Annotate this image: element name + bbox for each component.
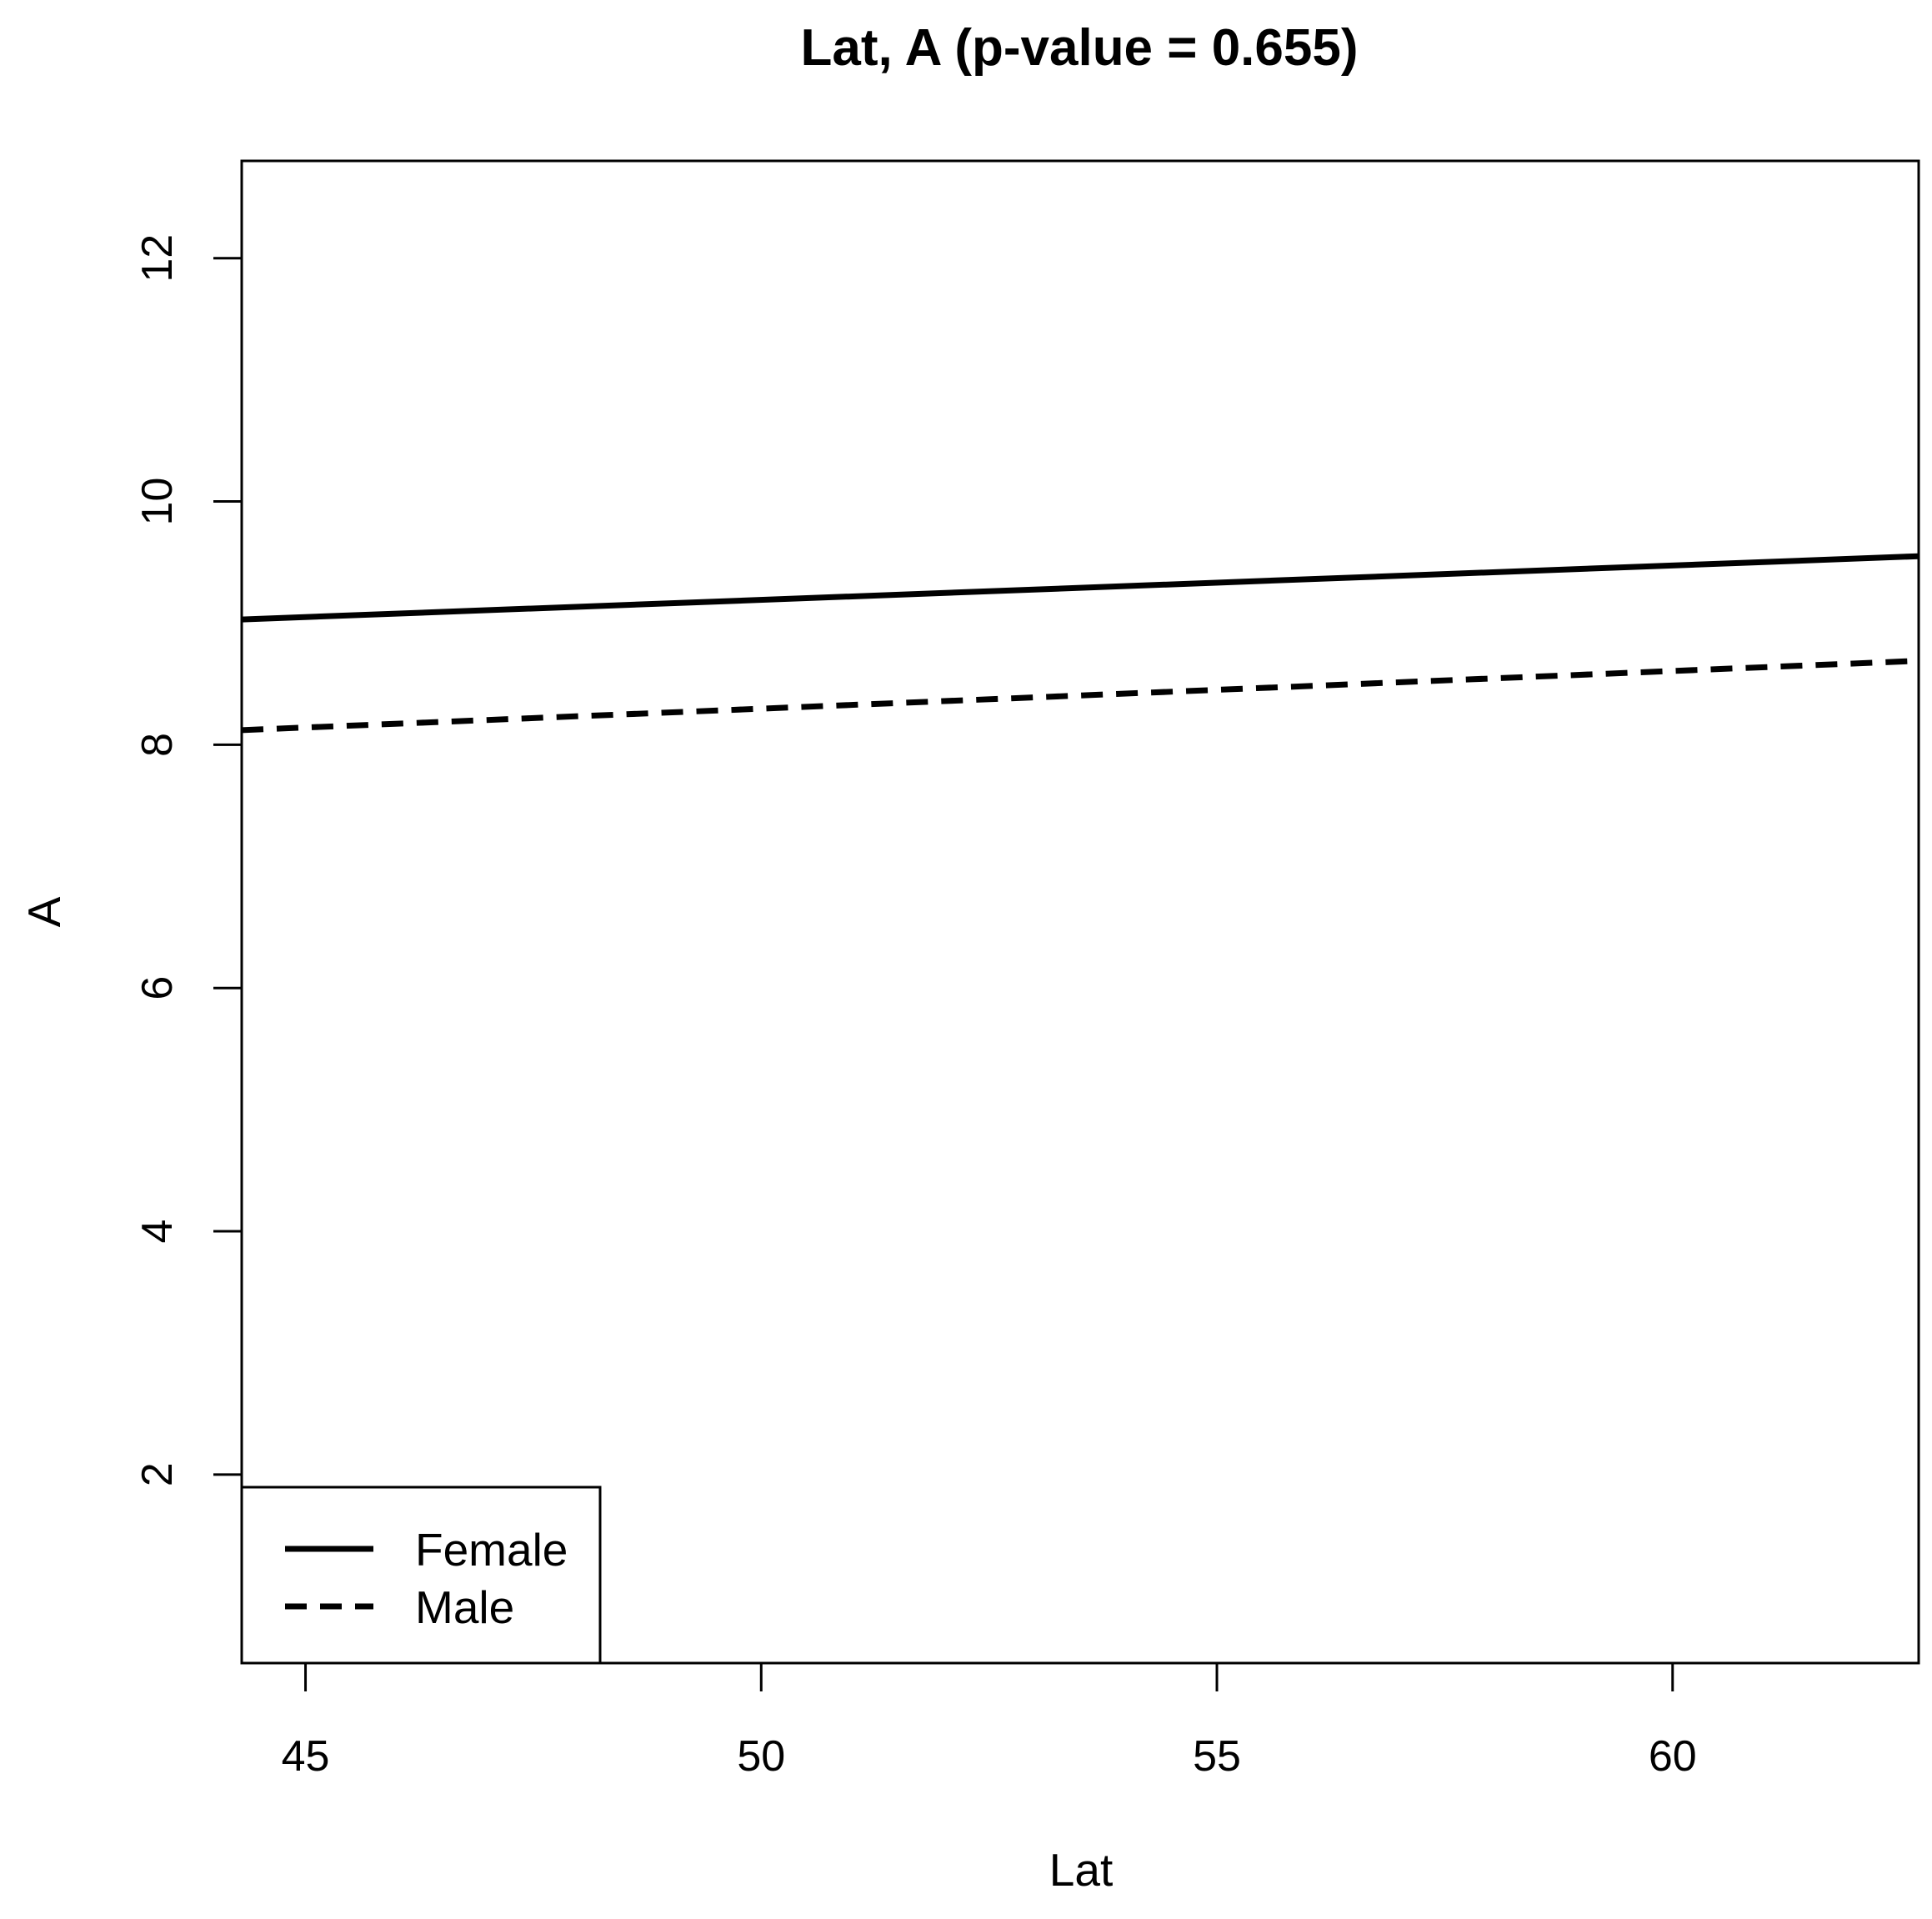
x-tick-label-55: 55	[1193, 1732, 1241, 1781]
legend: Female Male	[240, 1486, 602, 1665]
y-axis-label: A	[18, 896, 70, 927]
x-tick-label-60: 60	[1649, 1732, 1697, 1781]
legend-box	[240, 1486, 602, 1665]
y-tick-label-6: 6	[133, 976, 182, 1000]
chart-title: Lat, A (p-value = 0.655)	[800, 19, 1358, 77]
legend-label-male: Male	[415, 1581, 514, 1633]
plot-frame	[240, 159, 1920, 1665]
x-tick-label-50: 50	[737, 1732, 785, 1781]
y-axis: 2 4 6 8 10 12	[133, 234, 242, 1486]
x-axis: 45 50 55 60	[282, 1663, 1697, 1781]
series-layer	[241, 553, 1919, 734]
series-line-female	[241, 553, 1919, 623]
y-tick-label-12: 12	[133, 234, 182, 283]
y-tick-label-10: 10	[133, 478, 182, 526]
y-tick-label-8: 8	[133, 733, 182, 757]
x-axis-label: Lat	[1049, 1844, 1113, 1896]
legend-label-female: Female	[415, 1524, 568, 1576]
y-tick-label-2: 2	[133, 1462, 182, 1486]
series-line-male	[241, 658, 1919, 734]
x-tick-label-45: 45	[282, 1732, 330, 1781]
y-tick-label-4: 4	[133, 1220, 182, 1244]
